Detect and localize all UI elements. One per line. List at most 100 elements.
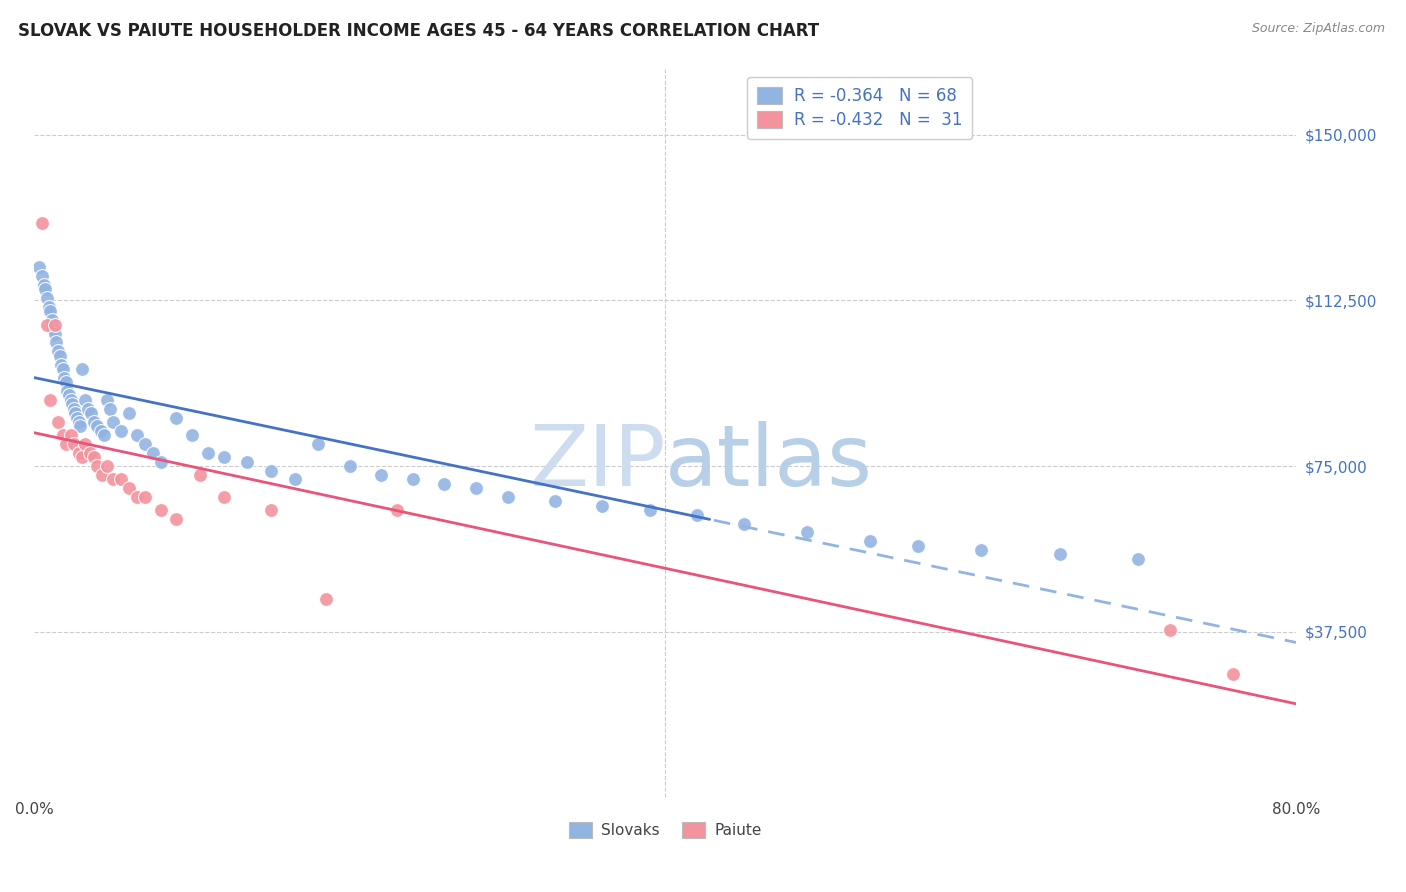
Point — [59, 392, 82, 407]
Point — [93, 428, 115, 442]
Point — [42, 322, 65, 336]
Point — [35, 291, 58, 305]
Point — [60, 397, 83, 411]
Point — [733, 516, 755, 531]
Point — [260, 503, 283, 517]
Point — [51, 358, 73, 372]
Point — [80, 406, 103, 420]
Point — [44, 326, 66, 341]
Point — [69, 419, 91, 434]
Point — [53, 370, 76, 384]
Point — [970, 543, 993, 558]
Point — [181, 428, 204, 442]
Point — [686, 508, 709, 522]
Point — [79, 446, 101, 460]
Point — [59, 428, 82, 442]
Point — [1049, 548, 1071, 562]
Point — [70, 450, 93, 465]
Point — [55, 375, 77, 389]
Point — [55, 437, 77, 451]
Text: atlas: atlas — [665, 421, 873, 504]
Point — [39, 304, 62, 318]
Point — [315, 591, 337, 606]
Point — [96, 459, 118, 474]
Point — [86, 459, 108, 474]
Point — [125, 490, 148, 504]
Point — [98, 401, 121, 416]
Point — [236, 455, 259, 469]
Point — [134, 490, 156, 504]
Point — [56, 384, 79, 398]
Point — [125, 428, 148, 442]
Point — [73, 392, 96, 407]
Point — [83, 415, 105, 429]
Point — [70, 362, 93, 376]
Point — [110, 424, 132, 438]
Point — [103, 415, 125, 429]
Point — [907, 539, 929, 553]
Point — [591, 499, 613, 513]
Point — [142, 446, 165, 460]
Point — [465, 481, 488, 495]
Point — [165, 512, 187, 526]
Legend: Slovaks, Paiute: Slovaks, Paiute — [562, 816, 768, 845]
Point — [370, 467, 392, 482]
Point — [496, 490, 519, 504]
Point — [45, 335, 67, 350]
Point — [44, 318, 66, 332]
Point — [90, 424, 112, 438]
Point — [1159, 623, 1181, 637]
Point — [31, 216, 53, 230]
Point — [402, 472, 425, 486]
Point — [62, 437, 84, 451]
Point — [188, 467, 211, 482]
Point — [83, 450, 105, 465]
Point — [149, 455, 172, 469]
Point — [28, 260, 51, 275]
Point — [385, 503, 408, 517]
Text: SLOVAK VS PAIUTE HOUSEHOLDER INCOME AGES 45 - 64 YEARS CORRELATION CHART: SLOVAK VS PAIUTE HOUSEHOLDER INCOME AGES… — [18, 22, 820, 40]
Text: Source: ZipAtlas.com: Source: ZipAtlas.com — [1251, 22, 1385, 36]
Point — [91, 467, 114, 482]
Point — [118, 481, 141, 495]
Point — [103, 472, 125, 486]
Point — [638, 503, 661, 517]
Point — [62, 401, 84, 416]
Point — [96, 392, 118, 407]
Point — [46, 344, 69, 359]
Point — [149, 503, 172, 517]
Point — [134, 437, 156, 451]
Point — [58, 388, 80, 402]
Point — [73, 437, 96, 451]
Point — [48, 349, 70, 363]
Point — [307, 437, 329, 451]
Point — [110, 472, 132, 486]
Point — [544, 494, 567, 508]
Point — [433, 476, 456, 491]
Point — [165, 410, 187, 425]
Text: ZIP: ZIP — [529, 421, 665, 504]
Point — [197, 446, 219, 460]
Point — [67, 415, 90, 429]
Point — [34, 282, 56, 296]
Point — [796, 525, 818, 540]
Point — [1222, 666, 1244, 681]
Point — [38, 300, 60, 314]
Point — [77, 401, 100, 416]
Point — [859, 534, 882, 549]
Point — [339, 459, 361, 474]
Point — [31, 269, 53, 284]
Point — [52, 428, 75, 442]
Point — [39, 392, 62, 407]
Point — [86, 419, 108, 434]
Point — [46, 415, 69, 429]
Point — [67, 446, 90, 460]
Point — [212, 490, 235, 504]
Point — [260, 464, 283, 478]
Point — [65, 406, 87, 420]
Point — [41, 313, 63, 327]
Point — [1128, 552, 1150, 566]
Point — [52, 362, 75, 376]
Point — [212, 450, 235, 465]
Point — [35, 318, 58, 332]
